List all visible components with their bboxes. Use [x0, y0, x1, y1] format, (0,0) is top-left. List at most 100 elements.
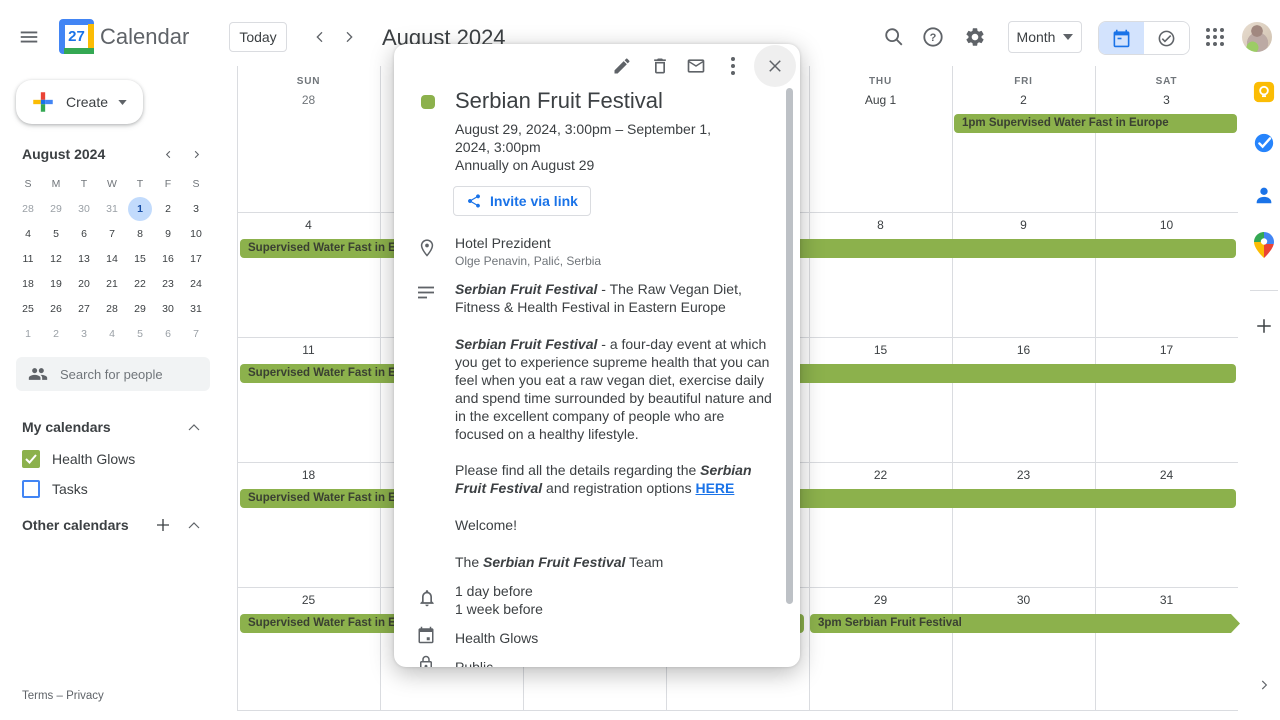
keep-icon[interactable] — [1244, 72, 1280, 112]
grid-date-cell[interactable]: Aug 1 — [864, 93, 897, 107]
mini-date-cell[interactable]: 28 — [22, 203, 34, 215]
contacts-icon[interactable] — [1244, 175, 1280, 215]
grid-date-cell[interactable]: 16 — [1016, 343, 1031, 357]
mini-date-cell[interactable]: 21 — [106, 278, 118, 290]
tasks-icon[interactable] — [1244, 123, 1280, 163]
google-apps-button[interactable] — [1195, 17, 1235, 57]
mini-date-cell[interactable]: 5 — [53, 228, 59, 240]
maps-icon[interactable] — [1244, 225, 1280, 265]
grid-date-cell[interactable]: 31 — [1159, 593, 1174, 607]
registration-link[interactable]: HERE — [695, 480, 735, 496]
grid-date-cell[interactable]: 8 — [877, 218, 884, 232]
delete-event-button[interactable] — [640, 46, 680, 86]
mini-date-cell[interactable]: 15 — [134, 253, 146, 265]
mini-date-cell[interactable]: 4 — [25, 228, 31, 240]
mini-date-cell[interactable]: 6 — [165, 328, 171, 340]
mini-date-cell[interactable]: 12 — [50, 253, 62, 265]
checkbox-checked[interactable] — [22, 450, 40, 468]
prev-month-button[interactable] — [300, 17, 340, 57]
avatar[interactable] — [1242, 22, 1272, 52]
next-month-button[interactable] — [329, 17, 369, 57]
mini-date-cell[interactable]: 22 — [134, 278, 146, 290]
grid-date-cell[interactable]: 2 — [1020, 93, 1027, 107]
email-guests-button[interactable] — [676, 46, 716, 86]
mini-date-cell[interactable]: 11 — [22, 253, 34, 265]
mini-date-cell[interactable]: 29 — [134, 303, 146, 315]
more-options-button[interactable] — [713, 46, 753, 86]
search-people-input[interactable] — [58, 365, 192, 383]
calendar-view-toggle[interactable] — [1099, 22, 1144, 54]
mini-date-cell-today[interactable]: 1 — [128, 197, 152, 221]
grid-date-cell[interactable]: 18 — [301, 468, 316, 482]
mini-prev-button[interactable] — [154, 140, 182, 168]
grid-date-cell[interactable]: 23 — [1016, 468, 1031, 482]
mini-date-cell[interactable]: 5 — [137, 328, 143, 340]
mini-next-button[interactable] — [182, 140, 210, 168]
mini-date-cell[interactable]: 29 — [50, 203, 62, 215]
mini-date-cell[interactable]: 2 — [165, 203, 171, 215]
main-menu-button[interactable] — [9, 17, 49, 57]
grid-date-cell[interactable]: 4 — [305, 218, 312, 232]
mini-date-cell[interactable]: 31 — [190, 303, 202, 315]
mini-date-cell[interactable]: 26 — [50, 303, 62, 315]
event-chip-serbian-fruit-festival[interactable]: 3pm Serbian Fruit Festival — [810, 614, 1240, 633]
terms-privacy-links[interactable]: Terms – Privacy — [22, 690, 104, 702]
help-button[interactable]: ? — [913, 17, 953, 57]
grid-date-cell[interactable]: 3 — [1163, 93, 1170, 107]
mini-date-cell[interactable]: 1 — [25, 328, 31, 340]
mini-date-cell[interactable]: 17 — [190, 253, 202, 265]
mini-date-cell[interactable]: 3 — [193, 203, 199, 215]
grid-date-cell[interactable]: 24 — [1159, 468, 1174, 482]
grid-date-cell[interactable]: 10 — [1159, 218, 1174, 232]
show-side-panel-button[interactable] — [1244, 665, 1280, 705]
mini-date-cell[interactable]: 31 — [106, 203, 118, 215]
grid-date-cell[interactable]: 9 — [1020, 218, 1027, 232]
grid-date-cell[interactable]: 11 — [302, 343, 315, 357]
create-button[interactable]: Create — [16, 80, 144, 124]
grid-date-cell[interactable]: 25 — [301, 593, 316, 607]
search-button[interactable] — [874, 17, 914, 57]
settings-button[interactable] — [955, 17, 995, 57]
mini-date-cell[interactable]: 18 — [22, 278, 34, 290]
edit-event-button[interactable] — [602, 46, 642, 86]
mini-date-cell[interactable]: 4 — [109, 328, 115, 340]
grid-date-cell[interactable]: 30 — [1016, 593, 1031, 607]
other-calendars-collapse-button[interactable] — [180, 511, 208, 539]
mini-date-cell[interactable]: 28 — [106, 303, 118, 315]
grid-date-cell[interactable]: 28 — [301, 93, 316, 107]
mini-date-cell[interactable]: 7 — [193, 328, 199, 340]
mini-date-cell[interactable]: 3 — [81, 328, 87, 340]
grid-date-cell[interactable]: 17 — [1159, 343, 1174, 357]
checkbox-unchecked[interactable] — [22, 480, 40, 498]
view-selector-dropdown[interactable]: Month — [1008, 21, 1082, 53]
popup-scrollbar[interactable] — [786, 88, 793, 604]
mini-date-cell[interactable]: 8 — [137, 228, 143, 240]
mini-date-cell[interactable]: 6 — [81, 228, 87, 240]
mini-date-cell[interactable]: 19 — [50, 278, 62, 290]
mini-date-cell[interactable]: 14 — [106, 253, 118, 265]
tasks-view-toggle[interactable] — [1144, 22, 1189, 54]
today-button[interactable]: Today — [229, 22, 287, 52]
mini-date-cell[interactable]: 16 — [162, 253, 174, 265]
mini-date-cell[interactable]: 7 — [109, 228, 115, 240]
mini-date-cell[interactable]: 10 — [190, 228, 202, 240]
mini-date-cell[interactable]: 30 — [78, 203, 90, 215]
calendar-item-health-glows[interactable]: Health Glows — [22, 450, 135, 468]
calendar-item-tasks[interactable]: Tasks — [22, 480, 88, 498]
mini-date-cell[interactable]: 27 — [78, 303, 90, 315]
mini-date-cell[interactable]: 13 — [78, 253, 90, 265]
mini-date-cell[interactable]: 25 — [22, 303, 34, 315]
my-calendars-collapse-button[interactable] — [180, 413, 208, 441]
calendar-logo-icon[interactable]: 27 — [59, 19, 94, 54]
event-chip[interactable]: 1pm Supervised Water Fast in Europe — [954, 114, 1237, 133]
invite-via-link-button[interactable]: Invite via link — [453, 186, 591, 216]
mini-date-cell[interactable]: 20 — [78, 278, 90, 290]
grid-date-cell[interactable]: 22 — [873, 468, 888, 482]
mini-date-cell[interactable]: 24 — [190, 278, 202, 290]
get-addons-button[interactable] — [1244, 306, 1280, 346]
close-popup-button[interactable] — [754, 45, 796, 87]
add-other-calendar-button[interactable] — [149, 511, 177, 539]
mini-date-cell[interactable]: 9 — [165, 228, 171, 240]
mini-date-cell[interactable]: 2 — [53, 328, 59, 340]
grid-date-cell[interactable]: 29 — [873, 593, 888, 607]
